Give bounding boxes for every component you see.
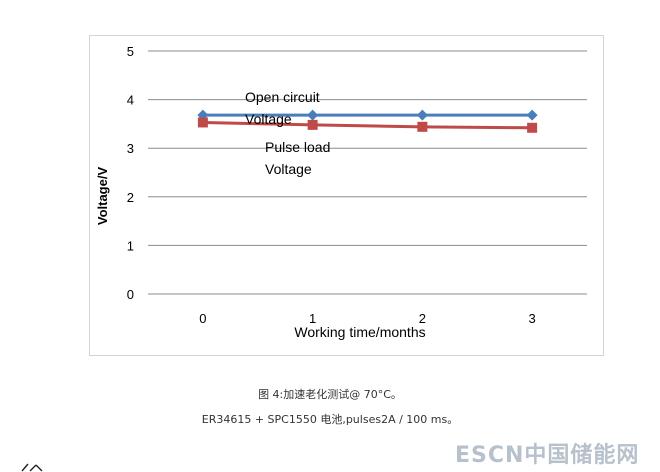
data-point-diamond [416,109,428,121]
y-tick-label: 3 [127,141,134,156]
x-tick-label: 3 [529,311,536,326]
stray-mark [21,463,43,472]
figure-caption-title: 图 4:加速老化测试@ 70°C。 [258,388,402,401]
series-line-1 [202,120,533,130]
data-point-diamond [307,109,319,121]
x-tick-label: 2 [419,311,426,326]
y-tick-label: 4 [127,93,134,108]
y-axis-label: Voltage/V [95,167,110,226]
y-tick-label: 1 [127,238,134,253]
annotation-pulse-load-line2: Voltage [265,161,312,177]
data-point-square [527,122,538,133]
y-tick-label: 2 [127,190,134,205]
x-axis-label: Working time/months [294,324,425,340]
chart-frame: 0 1 2 3 4 5 0 1 2 3 Voltage/V Working time/month… [89,35,604,356]
data-point-diamond [526,109,538,121]
y-tick-label: 5 [127,44,134,59]
data-point-square [307,119,318,130]
x-tick-label: 1 [309,311,316,326]
line-chart: 0 1 2 3 4 5 0 1 2 3 Voltage/V Working time/month… [95,44,587,340]
annotation-pulse-load-line1: Pulse load [265,139,330,155]
x-tick-label: 0 [199,311,206,326]
watermark-text: ESCN中国储能网 [455,443,640,468]
escn-watermark: ESCN中国储能网 [455,438,639,468]
y-tick-label: 0 [127,287,134,302]
annotation-open-circuit-line1: Open circuit [245,89,320,105]
figure-caption-detail: ER34615 + SPC1550 电池,pulses2A / 100 ms。 [201,413,459,426]
data-point-square [197,117,208,128]
data-point-square [417,121,428,132]
annotation-open-circuit-line2: Voltage [245,111,292,127]
